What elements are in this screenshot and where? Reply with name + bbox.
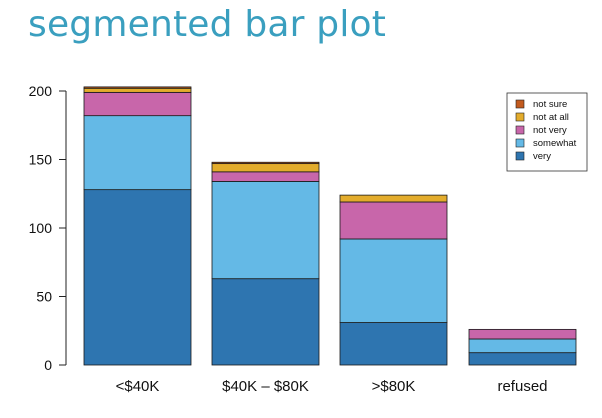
- bar-segment: [211, 171, 320, 182]
- bar-segment: [211, 181, 320, 280]
- legend-swatch: [515, 112, 525, 122]
- bar-segment: [468, 338, 577, 354]
- bar-segment: [339, 201, 448, 240]
- x-tick-label: <$40K: [116, 378, 160, 395]
- legend: not sure not at all not very somewhat very: [506, 92, 588, 172]
- x-tick-label: $40K – $80K: [222, 378, 309, 395]
- bars-group: [83, 86, 577, 366]
- legend-swatch: [515, 99, 525, 109]
- slide-title: segmented bar plot: [28, 4, 387, 45]
- bar-segment: [83, 91, 192, 117]
- bar-segment: [339, 238, 448, 323]
- bar-segment: [83, 87, 192, 93]
- x-tick-label: >$80K: [372, 378, 416, 395]
- bar-segment: [83, 86, 192, 89]
- legend-label: not very: [533, 125, 567, 136]
- bar-segment: [339, 194, 448, 203]
- y-tick-label: 100: [29, 220, 53, 236]
- y-axis: 0 50 100 150 200: [29, 83, 67, 373]
- bar-segment: [211, 278, 320, 366]
- legend-label: somewhat: [533, 138, 577, 149]
- bar-segment: [468, 328, 577, 340]
- bar-segment: [468, 352, 577, 366]
- legend-label: very: [533, 151, 551, 162]
- y-tick-label: 150: [29, 152, 53, 168]
- x-tick-label: refused: [497, 378, 547, 395]
- bar-segment: [211, 163, 320, 173]
- bar-segment: [339, 322, 448, 366]
- y-tick-label: 0: [44, 357, 52, 373]
- legend-swatch: [515, 125, 525, 135]
- legend-label: not sure: [533, 99, 567, 110]
- legend-swatch: [515, 151, 525, 161]
- x-axis-labels: <$40K $40K – $80K >$80K refused: [116, 378, 548, 395]
- y-tick-label: 200: [29, 83, 53, 99]
- bar-segment: [83, 115, 192, 191]
- bar-segment: [83, 189, 192, 366]
- y-tick-label: 50: [36, 289, 52, 305]
- legend-swatch: [515, 138, 525, 148]
- legend-label: not at all: [533, 112, 569, 123]
- bar-segment: [211, 161, 320, 165]
